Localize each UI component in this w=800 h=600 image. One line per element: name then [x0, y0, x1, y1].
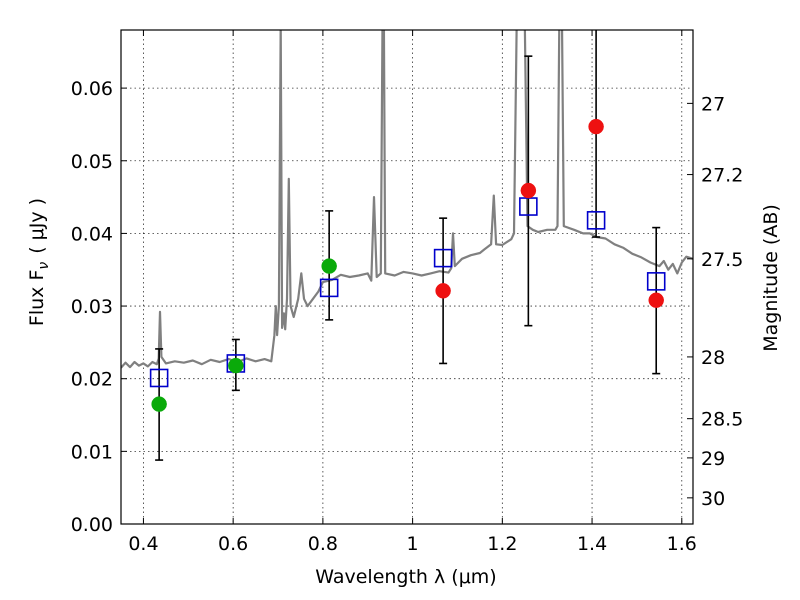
photometry-circle-marker	[648, 292, 664, 308]
photometry-square-marker	[149, 368, 169, 388]
x-tick-label: 0.8	[308, 533, 338, 555]
y-axis-title-sub: ν	[36, 262, 52, 270]
photometry-circle-marker	[321, 258, 337, 274]
photometry-circle-marker	[151, 396, 167, 412]
right-tick-label: 29	[701, 448, 725, 470]
y-tick-label: 0.00	[71, 514, 113, 536]
photometry-circle-marker	[228, 357, 244, 374]
y-tick-label: 0.06	[71, 78, 113, 100]
right-tick-label: 27	[701, 93, 725, 115]
photometry-square-marker	[646, 272, 666, 291]
y-tick-label: 0.03	[71, 296, 113, 318]
photometry-circle-marker	[588, 118, 604, 135]
right-tick-label: 27.5	[701, 249, 743, 271]
y-axis-title: Flux Fν ( μJy )	[26, 198, 52, 326]
photometry-square-marker	[319, 278, 339, 298]
x-tick-label: 1.4	[577, 533, 607, 555]
y-axis-title-flux: Flux F	[26, 270, 48, 326]
x-tick-label: 1.2	[487, 533, 517, 555]
x-tick-label: 1	[407, 533, 419, 555]
x-tick-label: 0.6	[218, 533, 248, 555]
y-tick-label: 0.02	[71, 369, 113, 391]
y-tick-label: 0.01	[71, 441, 113, 463]
marker-layer	[149, 118, 666, 412]
photometry-square-marker	[586, 211, 606, 230]
spectrum-line	[121, 30, 693, 369]
errorbar-layer	[155, 30, 661, 461]
right-tick-label: 30	[701, 488, 725, 510]
right-tick-label: 27.2	[701, 165, 743, 187]
right-tick-label: 28.5	[701, 409, 743, 431]
x-axis-title: Wavelength λ (μm)	[315, 566, 496, 588]
spectrum-layer	[121, 30, 693, 369]
photometry-square-marker	[433, 248, 453, 268]
photometry-circle-marker	[520, 182, 537, 199]
right-axis-title: Magnitude (AB)	[760, 204, 782, 352]
grid-lines	[121, 30, 693, 525]
y-axis-title-unit: ( μJy )	[26, 198, 48, 254]
y-tick-label: 0.05	[71, 151, 113, 173]
y-tick-label: 0.04	[71, 223, 113, 245]
x-tick-label: 0.4	[128, 533, 158, 555]
plot-frame	[120, 29, 694, 525]
photometry-circle-marker	[435, 283, 451, 299]
right-tick-label: 28	[701, 347, 725, 369]
x-tick-label: 1.6	[667, 533, 697, 555]
tick-layer: 0.4 0.6 0.8 1 1.2 1.4 1.6 0.00 0.01 0.02 0.03 0.04 0…	[71, 30, 743, 555]
